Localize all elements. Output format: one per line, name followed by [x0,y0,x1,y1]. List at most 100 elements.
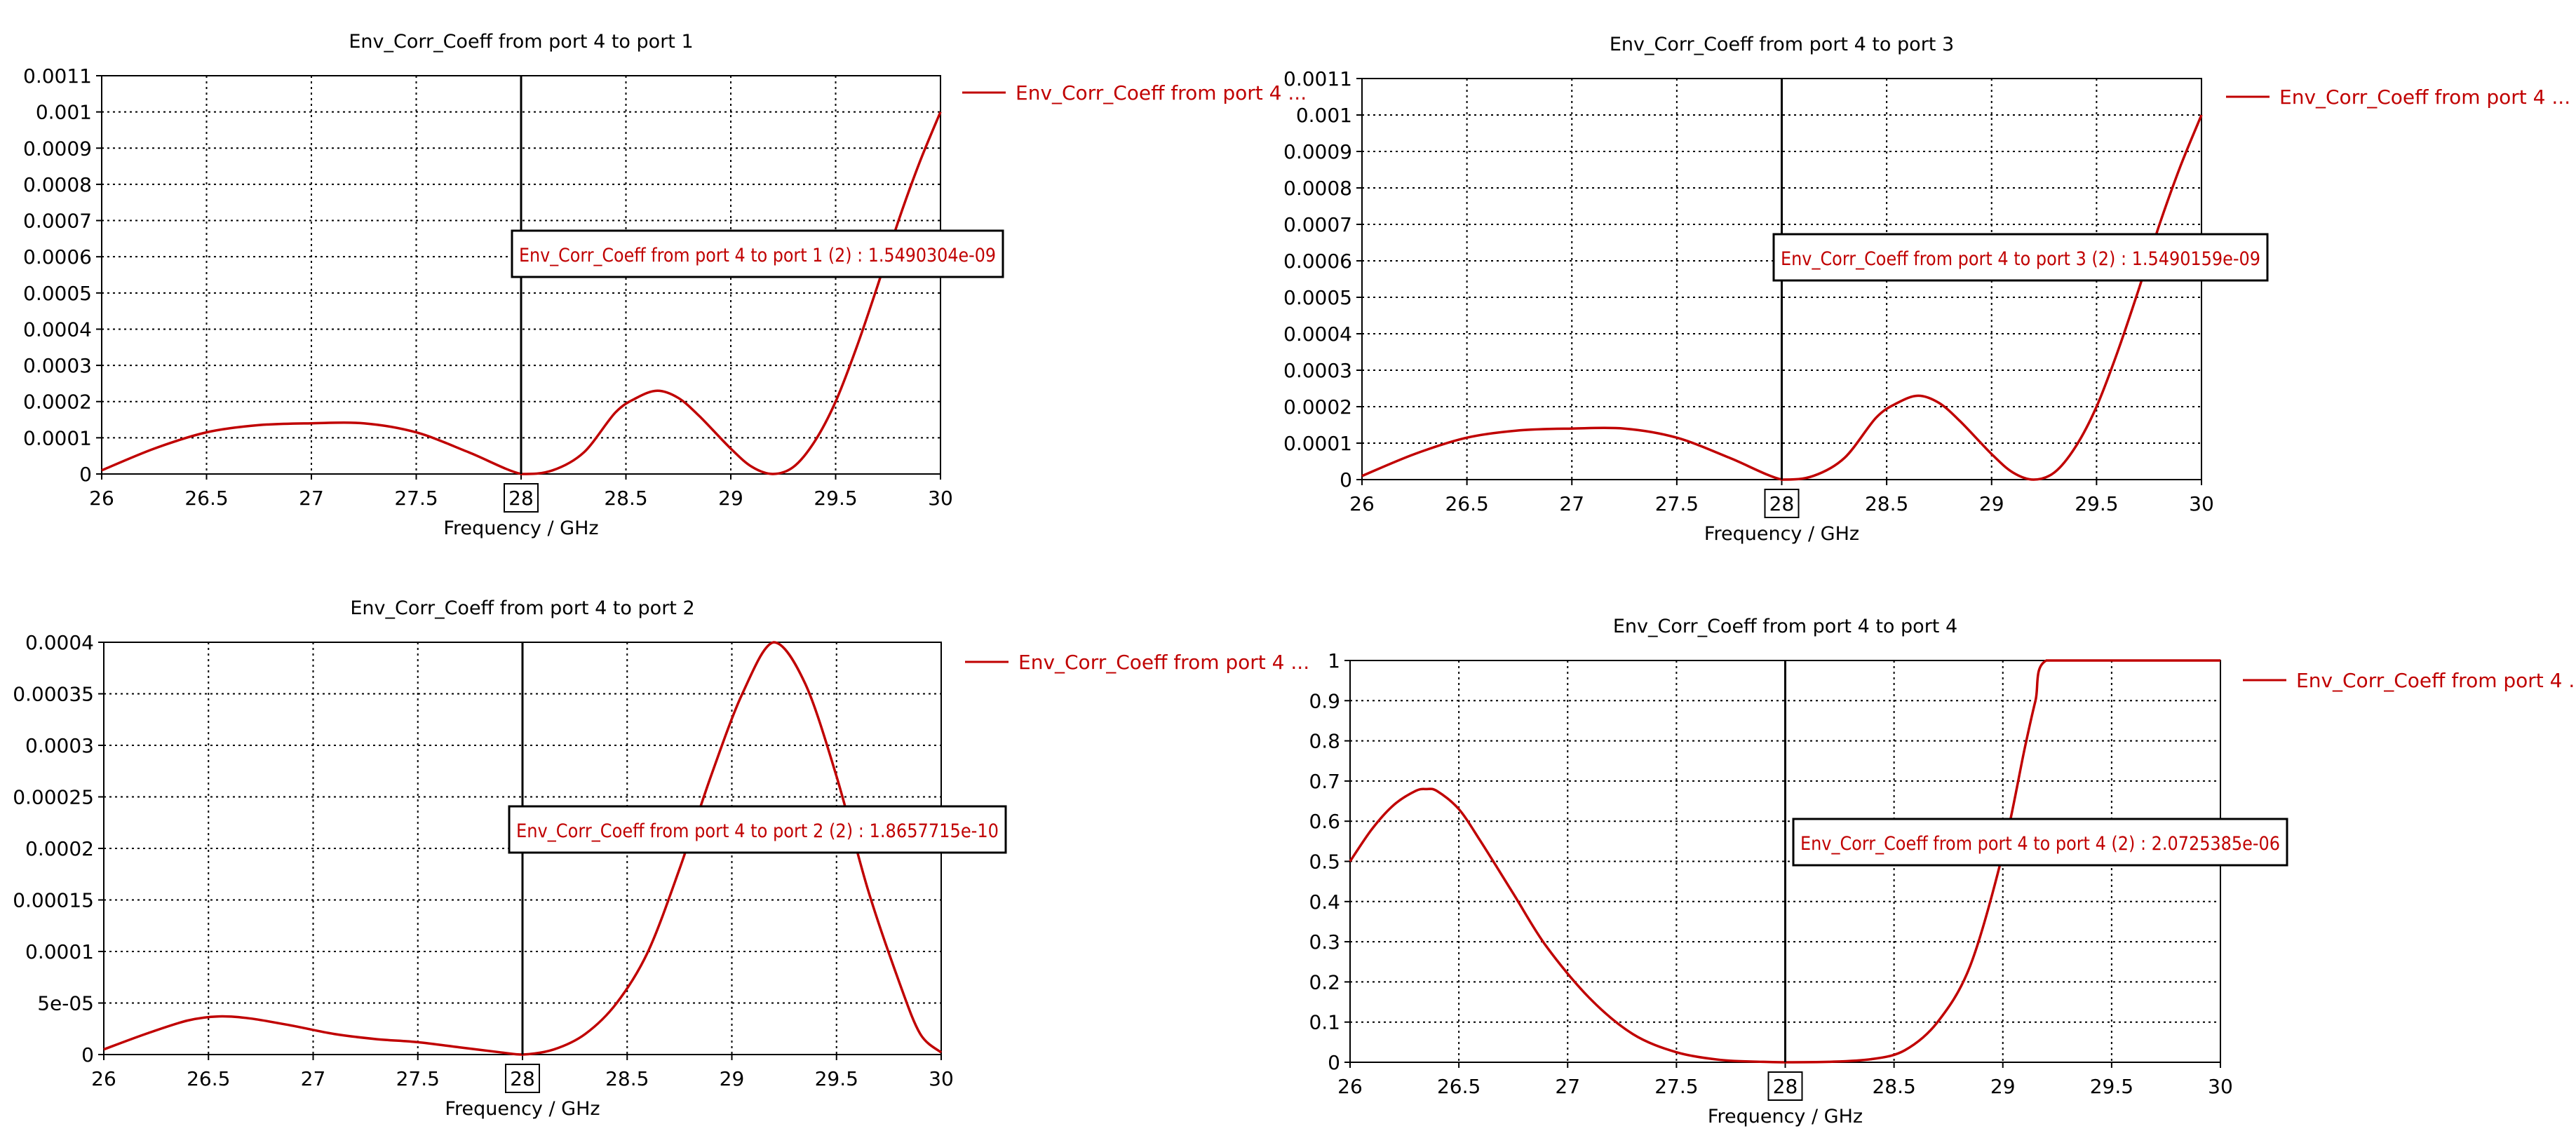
y-tick-label: 0.0006 [23,245,92,269]
x-tick-label: 26 [1337,1075,1363,1098]
x-tick-label: 26.5 [187,1067,230,1090]
y-tick-label: 0.0009 [1283,140,1352,163]
marker-x-label: 28 [1773,1075,1798,1098]
marker-x-box [505,1064,540,1093]
series-line [103,641,943,1056]
series-line [1349,659,2220,1064]
y-tick-label: 0.0009 [23,137,92,160]
x-tick-label: 27 [301,1067,326,1090]
y-tick-label: 0.9 [1309,689,1340,712]
x-tick-label: 29.5 [815,1067,858,1090]
x-tick-label: 27 [1555,1075,1580,1098]
y-tick-label: 0.7 [1309,770,1340,793]
x-tick-label: 29.5 [814,487,857,510]
y-tick-label: 5e-05 [37,992,94,1015]
x-tick-label: 30 [929,1067,954,1090]
x-tick-label: 27.5 [1654,1075,1698,1098]
marker-readout-text: Env_Corr_Coeff from port 4 to port 4 (2)… [1800,833,2280,855]
chart-1: Env_Corr_Coeff from port 4 to port 1 26 26… [23,31,1307,539]
x-tick-label: 28.5 [1865,492,1908,515]
y-tick-label: 0.0003 [23,354,92,377]
x-axis-label: Frequency / GHz [1704,523,1859,545]
legend-label: Env_Corr_Coeff from port 4 ... [2279,86,2570,109]
y-tick-label: 0.8 [1309,730,1340,753]
y-tick-label: 0 [81,1043,94,1066]
y-tick-label: 0.0005 [1283,286,1352,309]
x-tick-label: 26 [1349,492,1375,515]
marker-readout-text: Env_Corr_Coeff from port 4 to port 2 (2)… [516,820,999,842]
marker-x-label: 28 [1769,492,1795,515]
y-tick-label: 0.0004 [25,631,94,654]
x-tick-label: 29 [720,1067,745,1090]
marker-readout-box [1772,233,2269,282]
marker-readout-box [508,805,1007,854]
y-tick-label: 0.0005 [23,282,92,305]
y-tick-label: 0.0007 [1283,213,1352,236]
y-tick-label: 0.0003 [1283,359,1352,382]
x-axis-label: Frequency / GHz [443,517,598,539]
chart-title: Env_Corr_Coeff from port 4 to port 4 [1613,616,1957,637]
y-tick-label: 0.0003 [25,734,94,757]
y-tick-label: 0.1 [1309,1011,1340,1034]
y-tick-label: 0.0002 [1283,395,1352,419]
y-tick-label: 0.2 [1309,970,1340,994]
y-tick-label: 0.4 [1309,890,1340,914]
x-tick-label: 29.5 [2090,1075,2133,1098]
x-tick-label: 26 [91,1067,116,1090]
y-tick-label: 0.0008 [1283,177,1352,200]
marker-x-box [504,483,539,513]
y-tick-label: 0.0007 [23,210,92,233]
y-tick-label: 0.001 [36,101,92,124]
x-tick-label: 29 [1979,492,2004,515]
x-axis-label: Frequency / GHz [1708,1106,1863,1127]
chart-2: Env_Corr_Coeff from port 4 to port 3 26 26… [1283,34,2570,545]
x-axis-label: Frequency / GHz [445,1098,600,1120]
y-tick-label: 0 [79,463,92,486]
x-tick-label: 30 [928,487,953,510]
x-tick-label: 27.5 [396,1067,440,1090]
y-tick-label: 0.0001 [1283,432,1352,455]
y-tick-label: 0.0004 [23,318,92,341]
legend-label: Env_Corr_Coeff from port 4 ... [2296,669,2576,692]
chart-title: Env_Corr_Coeff from port 4 to port 1 [349,31,693,53]
y-tick-label: 0.3 [1309,930,1340,954]
x-tick-label: 26.5 [1445,492,1488,515]
y-tick-label: 0.0001 [25,940,94,963]
x-tick-label: 27 [299,487,324,510]
y-tick-label: 0.0004 [1283,323,1352,346]
marker-x-box [1764,489,1800,518]
series-line [101,111,942,475]
x-tick-label: 29 [1990,1075,2016,1098]
marker-readout-box [1792,818,2288,867]
legend-label: Env_Corr_Coeff from port 4 ... [1018,651,1309,674]
x-tick-label: 26.5 [1437,1075,1481,1098]
y-tick-label: 0.0002 [25,837,94,860]
y-tick-label: 0 [1328,1051,1340,1074]
x-tick-label: 27 [1559,492,1584,515]
y-tick-label: 0.5 [1309,851,1340,874]
x-tick-label: 28.5 [604,487,647,510]
y-tick-label: 0.6 [1309,810,1340,833]
x-tick-label: 27.5 [1655,492,1699,515]
marker-readout-text: Env_Corr_Coeff from port 4 to port 3 (2)… [1781,248,2260,270]
y-tick-label: 0.0011 [1283,67,1352,90]
y-tick-label: 0.0001 [23,426,92,449]
y-tick-label: 0 [1340,468,1352,492]
x-tick-label: 30 [2208,1075,2233,1098]
marker-x-box [1767,1071,1803,1101]
y-tick-label: 0.00015 [13,889,94,912]
chart-title: Env_Corr_Coeff from port 4 to port 2 [350,597,694,619]
y-tick-label: 0.00025 [13,786,94,809]
x-tick-label: 27.5 [394,487,438,510]
y-tick-label: 0.0006 [1283,250,1352,273]
x-tick-label: 28.5 [605,1067,649,1090]
marker-readout-box [511,229,1004,278]
x-tick-label: 29 [718,487,743,510]
x-tick-label: 29.5 [2075,492,2118,515]
y-tick-label: 0.001 [1296,104,1352,127]
marker-x-label: 28 [510,1067,535,1090]
legend-label: Env_Corr_Coeff from port 4 ... [1016,81,1307,104]
y-tick-label: 1 [1328,649,1340,672]
chart-title: Env_Corr_Coeff from port 4 to port 3 [1610,34,1954,55]
